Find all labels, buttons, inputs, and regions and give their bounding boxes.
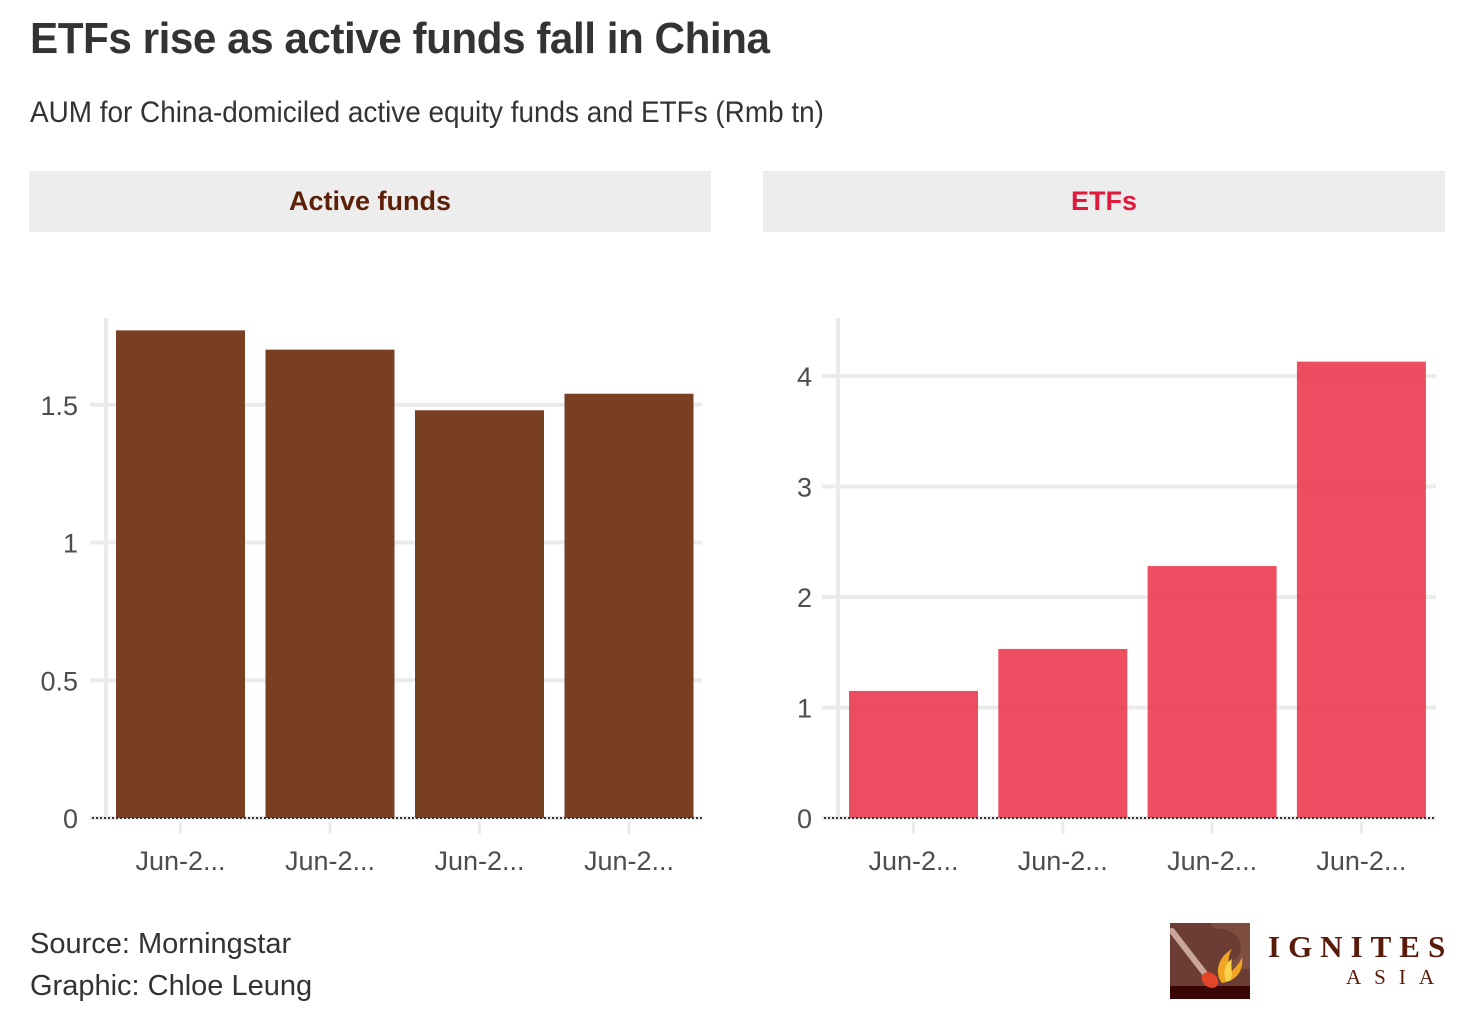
etf-y-tick-label: 0 [797,804,812,834]
facet-strip-etfs: ETFs [763,171,1445,232]
etfs-panel: 0 1 2 3 4 Jun-2... Jun-2... Jun-2... Jun-2... [797,318,1436,876]
active-y-tick-label: 0 [63,804,78,834]
active-bar [564,393,694,818]
active-x-tick-label: Jun-2... [434,846,524,876]
active-bar [265,349,395,818]
etf-y-tick-label: 1 [797,694,812,724]
etf-bar [849,690,978,818]
etf-bar [998,648,1128,818]
etf-y-tick-label: 2 [797,583,812,613]
etf-x-tick-label: Jun-2... [1167,846,1257,876]
etf-y-tick-label: 3 [797,473,812,503]
etf-bar [1147,566,1277,818]
chart-subtitle: AUM for China-domiciled active equity fu… [30,96,824,129]
etf-x-tick-label: Jun-2... [868,846,958,876]
active-y-tick-label: 1.5 [40,391,78,421]
active-y-tick-label: 1 [63,529,78,559]
ignites-asia-logo: IGNITES ASIA [1169,923,1454,1003]
active-bar [116,330,245,818]
active-x-tick-label: Jun-2... [584,846,674,876]
chart-title: ETFs rise as active funds fall in China [30,14,770,63]
facet-label-etfs: ETFs [1070,186,1137,216]
facet-strip-active: Active funds [29,171,711,232]
source-note: Source: Morningstar [30,928,292,960]
active-x-tick-label: Jun-2... [135,846,225,876]
etf-y-tick-label: 4 [797,362,812,392]
etf-x-tick-label: Jun-2... [1018,846,1108,876]
active-x-tick-label: Jun-2... [285,846,375,876]
logo-subtitle: ASIA [1346,965,1448,989]
logo-wordmark: IGNITES [1268,929,1454,964]
active-y-tick-label: 0.5 [40,666,78,696]
etf-bar [1296,361,1426,818]
graphic-credit: Graphic: Chloe Leung [30,970,313,1002]
active-funds-panel: 0 0.5 1 1.5 Jun-2... Jun-2... Jun-2... Jun-2... [40,318,702,876]
etf-x-tick-label: Jun-2... [1316,846,1406,876]
match-flame-icon [1169,923,1250,999]
facet-label-active: Active funds [288,186,452,216]
active-bar [415,410,544,818]
